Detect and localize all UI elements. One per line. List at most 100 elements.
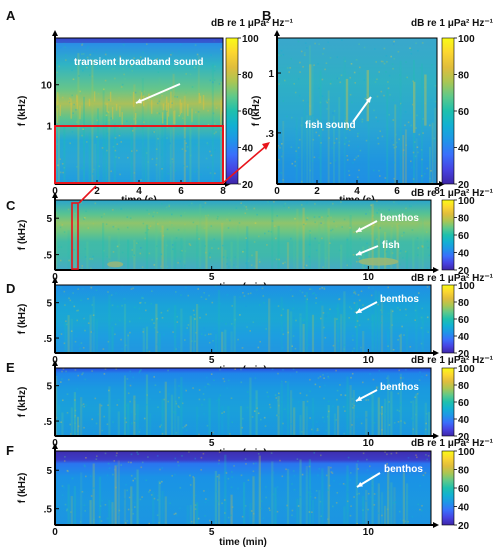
x-tick-e-2: 10	[363, 438, 375, 449]
colorbar-tick-d-0: 20	[458, 349, 470, 360]
colorbar-tick-a-1: 40	[242, 144, 254, 155]
y-axis-label-b: f (kHz)	[251, 96, 262, 127]
spectrogram-d	[55, 285, 431, 353]
y-tick-d-1: 5	[46, 299, 52, 310]
colorbar-tick-d-4: 100	[458, 281, 475, 292]
y-tick-a-1: 10	[41, 81, 53, 92]
spectrogram-texture-c	[55, 200, 431, 270]
annotation-fish-c: fish	[382, 240, 400, 251]
x-tick-f-1: 5	[209, 527, 215, 538]
colorbar-tick-e-4: 100	[458, 364, 475, 375]
colorbar-b	[441, 37, 455, 185]
spectrogram-b	[277, 38, 437, 184]
x-tick-a-2: 4	[136, 186, 142, 197]
colorbar-tick-f-2: 60	[458, 484, 470, 495]
colorbar-e	[441, 367, 455, 437]
colorbar-tick-c-2: 60	[458, 231, 470, 242]
annotation-benthos-e: benthos	[380, 382, 419, 393]
y-tick-c-1: 5	[46, 214, 52, 225]
colorbar-title-c: dB re 1 μPa² Hz⁻¹	[411, 188, 494, 199]
y-tick-f-0: .5	[44, 505, 53, 516]
panel-letter-e: E	[6, 360, 15, 375]
colorbar-title-d: dB re 1 μPa² Hz⁻¹	[411, 273, 494, 284]
panel-letter-c: C	[6, 198, 16, 213]
zoom-highlights	[54, 125, 270, 270]
annotation-benthos-d: benthos	[380, 294, 419, 305]
colorbar-tick-c-1: 40	[458, 249, 470, 260]
colorbar-tick-e-2: 60	[458, 398, 470, 409]
annotation-arrow-e	[355, 389, 378, 402]
panel-letter-d: D	[6, 281, 15, 296]
colorbar-title-f: dB re 1 μPa² Hz⁻¹	[411, 438, 494, 449]
annotation-benthos-f: benthos	[384, 464, 423, 475]
colorbar-tick-a-4: 100	[242, 34, 259, 45]
x-tick-a-4: 8	[220, 186, 226, 197]
x-tick-f-0: 0	[52, 527, 58, 538]
spectrogram-texture-e	[55, 368, 431, 436]
x-tick-c-1: 5	[209, 272, 215, 283]
annotation-arrow-a	[135, 83, 181, 104]
colorbar-tick-d-3: 80	[458, 298, 470, 309]
x-tick-b-4: 8	[434, 186, 440, 197]
panel-letter-f: F	[6, 443, 14, 458]
x-tick-a-0: 0	[52, 186, 58, 197]
y-axis-label-f: f (kHz)	[17, 473, 28, 504]
spectrogram-f	[55, 451, 431, 525]
colorbar-c	[441, 199, 455, 271]
colorbar-tick-c-4: 100	[458, 196, 475, 207]
spectrogram-e	[55, 368, 431, 436]
y-axis-label-e: f (kHz)	[17, 387, 28, 418]
highlight-box-c	[71, 202, 79, 270]
y-axis-label-a: f (kHz)	[17, 96, 28, 127]
colorbar-tick-e-1: 40	[458, 415, 470, 426]
colorbar-tick-f-3: 80	[458, 466, 470, 477]
panel-letter-a: A	[6, 8, 16, 23]
colorbar-tick-f-4: 100	[458, 447, 475, 458]
annotation-arrow-b	[352, 96, 372, 123]
x-tick-d-2: 10	[363, 355, 375, 366]
colorbar-tick-b-2: 60	[458, 107, 470, 118]
x-tick-b-2: 4	[354, 186, 360, 197]
colorbar-tick-a-2: 60	[242, 107, 254, 118]
colorbar-tick-b-1: 40	[458, 144, 470, 155]
y-tick-e-1: 5	[46, 382, 52, 393]
annotation-arrow-f	[356, 472, 381, 488]
colorbar-title-a: dB re 1 μPa² Hz⁻¹	[211, 18, 294, 29]
annotation-arrow-d	[355, 301, 378, 314]
colorbar-tick-b-0: 20	[458, 180, 470, 191]
x-tick-d-1: 5	[209, 355, 215, 366]
y-tick-c-0: .5	[44, 251, 53, 262]
colorbar-title-b: dB re 1 μPa² Hz⁻¹	[411, 18, 494, 29]
spectrogram-texture-b	[277, 38, 437, 184]
colorbar-tick-a-0: 20	[242, 180, 254, 191]
x-tick-a-3: 6	[178, 186, 184, 197]
spectrogram-texture-f	[61, 451, 430, 525]
x-tick-b-0: 0	[274, 186, 280, 197]
y-tick-f-1: 5	[46, 466, 52, 477]
annotation-transient-broadband-sound: transient broadband sound	[74, 57, 203, 68]
colorbar-f	[441, 450, 455, 526]
spectrogram-c	[55, 200, 431, 270]
colorbar-title-e: dB re 1 μPa² Hz⁻¹	[411, 355, 494, 366]
colorbar-tick-f-0: 20	[458, 521, 470, 532]
y-tick-b-1: 1	[268, 69, 274, 80]
annotation-arrow-c-fish	[355, 245, 379, 256]
colorbar-tick-b-3: 80	[458, 71, 470, 82]
x-tick-b-3: 6	[394, 186, 400, 197]
annotation-arrow-c-benthos	[355, 220, 378, 233]
x-tick-a-1: 2	[94, 186, 100, 197]
colorbar-tick-a-3: 80	[242, 71, 254, 82]
x-tick-e-1: 5	[209, 438, 215, 449]
y-tick-d-0: .5	[44, 334, 53, 345]
colorbar-tick-e-0: 20	[458, 432, 470, 443]
colorbar-tick-b-4: 100	[458, 34, 475, 45]
colorbar-tick-c-3: 80	[458, 214, 470, 225]
spectrogram-texture-a	[55, 38, 224, 185]
x-tick-b-1: 2	[314, 186, 320, 197]
